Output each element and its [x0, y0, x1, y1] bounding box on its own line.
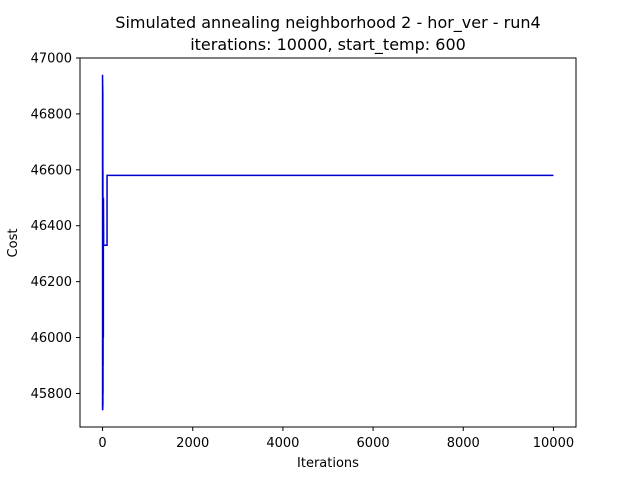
chart-title: Simulated annealing neighborhood 2 - hor…: [115, 13, 540, 33]
series-line-0: [101, 74, 554, 411]
x-tick-label: 8000: [447, 436, 480, 451]
y-tick-label: 47000: [31, 52, 72, 67]
x-axis-label: Iterations: [297, 456, 359, 471]
y-tick-label: 46600: [31, 163, 72, 178]
y-tick-label: 45800: [31, 387, 72, 402]
axis-ticks: 0 2000 4000 6000 8000 10000 45800 46000 46200 464…: [31, 52, 574, 452]
x-tick-label: 4000: [266, 436, 299, 451]
y-axis-label: Cost: [6, 229, 21, 258]
y-tick-label: 46400: [31, 219, 72, 234]
y-tick-label: 46800: [31, 107, 72, 122]
x-tick-label: 10000: [533, 436, 574, 451]
chart-subtitle: iterations: 10000, start_temp: 600: [190, 35, 466, 55]
x-tick-label: 6000: [357, 436, 390, 451]
x-tick-label: 0: [98, 436, 106, 451]
plot-frame: [79, 57, 577, 428]
y-tick-label: 46200: [31, 275, 72, 290]
plot-area: [101, 74, 554, 411]
x-tick-label: 2000: [176, 436, 209, 451]
y-tick-label: 46000: [31, 331, 72, 346]
